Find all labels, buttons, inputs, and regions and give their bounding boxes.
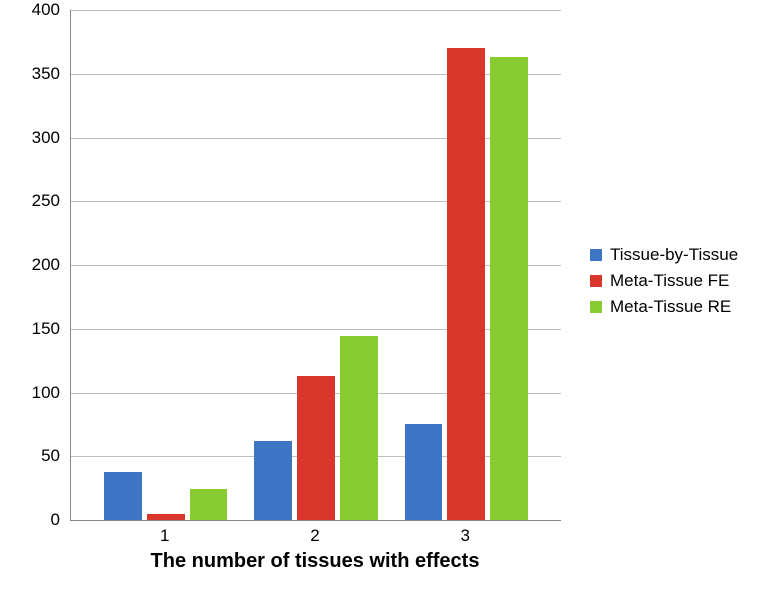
bar: [340, 336, 378, 520]
y-tick-label: 350: [15, 64, 60, 84]
legend-label: Tissue-by-Tissue: [610, 245, 738, 265]
y-tick-label: 150: [15, 319, 60, 339]
y-gridline: [71, 201, 561, 202]
x-tick-label: 1: [160, 526, 169, 546]
bar: [490, 57, 528, 520]
bar: [297, 376, 335, 520]
x-tick-label: 3: [461, 526, 470, 546]
y-gridline: [71, 265, 561, 266]
bar: [254, 441, 292, 520]
legend-item: Meta-Tissue RE: [590, 297, 738, 317]
y-gridline: [71, 10, 561, 11]
chart-stage: The number of tissues with effects Tissu…: [0, 0, 779, 591]
x-tick-label: 2: [310, 526, 319, 546]
legend-swatch: [590, 301, 602, 313]
y-tick-label: 0: [15, 510, 60, 530]
plot-area: [70, 10, 561, 521]
bar: [104, 472, 142, 520]
legend-swatch: [590, 275, 602, 287]
x-axis-label: The number of tissues with effects: [70, 550, 560, 573]
bar: [447, 48, 485, 520]
y-tick-label: 250: [15, 191, 60, 211]
y-gridline: [71, 74, 561, 75]
y-gridline: [71, 329, 561, 330]
legend-label: Meta-Tissue RE: [610, 297, 731, 317]
legend-label: Meta-Tissue FE: [610, 271, 729, 291]
bar: [147, 514, 185, 520]
y-tick-label: 50: [15, 446, 60, 466]
legend-swatch: [590, 249, 602, 261]
y-tick-label: 100: [15, 383, 60, 403]
bar: [190, 489, 228, 520]
y-tick-label: 300: [15, 128, 60, 148]
y-tick-label: 400: [15, 0, 60, 20]
y-gridline: [71, 138, 561, 139]
legend-item: Tissue-by-Tissue: [590, 245, 738, 265]
legend: Tissue-by-Tissue Meta-Tissue FE Meta-Tissu…: [590, 245, 738, 323]
bar: [405, 424, 443, 520]
legend-item: Meta-Tissue FE: [590, 271, 738, 291]
y-tick-label: 200: [15, 255, 60, 275]
